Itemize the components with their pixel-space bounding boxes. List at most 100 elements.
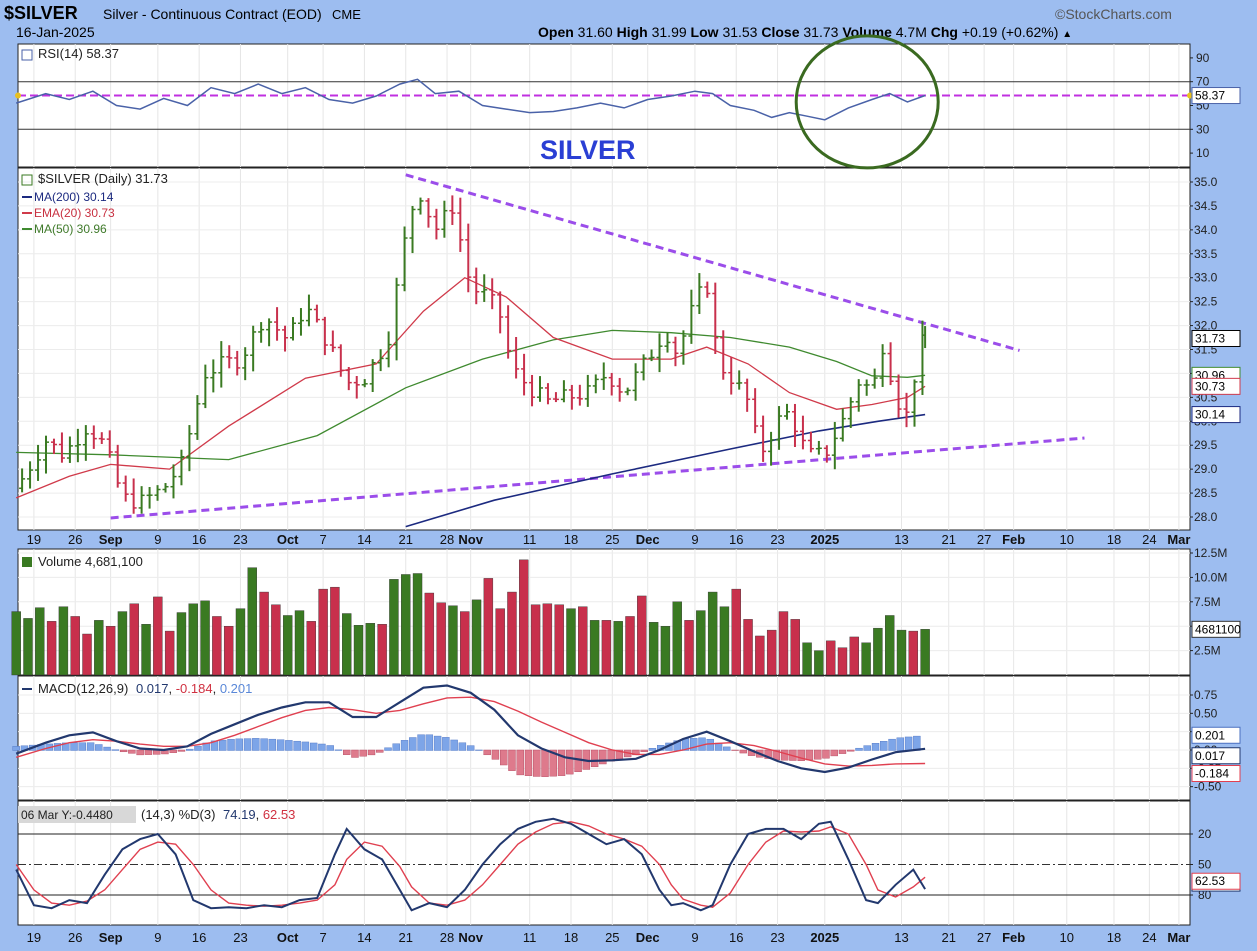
- macd-hist-pos: [219, 739, 227, 751]
- x-tick-label: 2025: [810, 930, 839, 945]
- volume-tag-text: 4681100: [1195, 622, 1241, 636]
- ma50-line: [16, 329, 926, 461]
- volume-bar-up: [401, 574, 411, 676]
- open-label: Open: [538, 24, 574, 40]
- axis-labels: 28.028.529.029.530.030.531.031.532.032.5…: [27, 51, 1228, 945]
- x-tick-label: 19: [27, 532, 41, 547]
- x-tick-label: Oct: [277, 532, 299, 547]
- rsi-line-dot-left: [15, 92, 21, 99]
- x-tick-label: 25: [605, 930, 619, 945]
- volume-bar-down: [483, 578, 494, 676]
- x-tick-label: Dec: [636, 532, 660, 547]
- x-tick-label: Nov: [458, 930, 483, 945]
- macd-hist-pos: [86, 742, 95, 751]
- symbol-label: $SILVER: [4, 3, 78, 23]
- macd-hist-pos: [417, 734, 425, 751]
- macd-line: [15, 684, 926, 774]
- volume-bar-up: [176, 612, 187, 676]
- macd-hist-neg: [780, 749, 789, 761]
- macd-hist-neg: [813, 749, 822, 760]
- macd-hist-pos: [12, 746, 20, 751]
- macd-hist-pos: [70, 742, 78, 751]
- price-tick-label: 28.0: [1194, 510, 1218, 524]
- volume-bar-down: [129, 603, 139, 676]
- volume-bar-up: [117, 611, 128, 676]
- macd-hist-neg: [508, 749, 516, 771]
- macd-hist-neg: [549, 749, 557, 777]
- hist-legend-value: 0.201: [220, 681, 253, 696]
- stoch-d-tag-box: [1191, 872, 1241, 890]
- macd-hist-pos: [392, 743, 400, 751]
- macd-hist-pos: [450, 739, 458, 751]
- volume-bar-down: [271, 604, 281, 676]
- x-tick-label: Sep: [99, 532, 123, 547]
- macd-tick-label: 0.75: [1194, 688, 1218, 702]
- stoch-panel: [17, 800, 1191, 926]
- macd-hist-neg: [128, 749, 136, 754]
- macd-hist-pos: [888, 738, 896, 751]
- ema20-tag-box: [1191, 377, 1241, 395]
- volume-bar-up: [802, 642, 812, 676]
- volume-legend: Volume 4,681,100: [38, 554, 143, 569]
- macd-hist-pos: [111, 749, 120, 751]
- volume-bar-up: [247, 567, 257, 676]
- macd-legend-value: 0.017: [136, 681, 169, 696]
- value-tags: 58.3731.7330.9630.7330.1446811000.2010.0…: [21, 49, 1241, 892]
- macd-panel: [17, 675, 1191, 801]
- volume-bar-down: [105, 626, 116, 676]
- macd-hist-neg: [764, 749, 772, 759]
- macd-hist-neg: [830, 749, 838, 757]
- volume-bar-down: [578, 606, 588, 676]
- macd-hist-pos: [326, 745, 334, 751]
- macd-hist-pos: [442, 737, 450, 751]
- macd-hist-pos: [95, 744, 103, 751]
- x-tick-label: 23: [233, 532, 247, 547]
- macd-hist-pos: [268, 738, 277, 751]
- ema20-line: [15, 276, 926, 499]
- macd-hist-neg: [144, 749, 153, 755]
- volume-bar-up: [412, 573, 423, 676]
- volume-bar-down: [908, 630, 919, 676]
- series-layer: [11, 34, 1193, 912]
- x-tick-label: 10: [1060, 532, 1074, 547]
- open-value: 31.60: [577, 24, 613, 40]
- stoch-tooltip: 06 Mar Y:-0.4480: [21, 808, 113, 822]
- volume-bar-down: [530, 604, 541, 676]
- x-tick-label: 18: [564, 532, 578, 547]
- x-tick-label: 26: [68, 930, 82, 945]
- x-tick-label: 10: [1060, 930, 1074, 945]
- rsi-tag-box: [1191, 87, 1241, 105]
- volume-bar-down: [82, 633, 92, 676]
- macd-hist-neg: [566, 749, 574, 775]
- x-tick-label: 9: [691, 930, 698, 945]
- macd-hist-pos: [433, 735, 442, 751]
- macd-hist-pos: [227, 739, 235, 751]
- high-label: High: [616, 24, 648, 40]
- macd-hist-pos: [309, 742, 318, 751]
- x-tick-label: 13: [894, 532, 908, 547]
- price-tick-label: 29.0: [1194, 462, 1218, 476]
- price-tick-label: 29.5: [1194, 438, 1218, 452]
- rsi-tick-label: 90: [1196, 51, 1210, 65]
- sep3: ,: [256, 807, 263, 822]
- macd-hist-neg: [516, 749, 524, 776]
- macd-hist-pos: [880, 741, 888, 751]
- ma200-tag-box: [1191, 406, 1241, 424]
- macd-legend: MACD(12,26,9) 0.017, -0.184, 0.201: [38, 681, 252, 696]
- macd-hist-neg: [533, 749, 541, 777]
- ma50-legend: MA(50) 30.96: [34, 222, 107, 236]
- volume-bar-down: [743, 619, 753, 676]
- x-tick-label: 11: [523, 930, 537, 945]
- volume-bar-up: [814, 650, 824, 676]
- volume-bar-down: [778, 611, 789, 676]
- close-value: 31.73: [803, 24, 839, 40]
- x-tick-label: 2025: [810, 532, 839, 547]
- price-tick-label: 34.5: [1194, 199, 1218, 213]
- low-label: Low: [690, 24, 719, 40]
- macd-legend-prefix: MACD(12,26,9): [38, 681, 128, 696]
- volume-bar-up: [566, 608, 576, 676]
- macd-hist-neg: [590, 749, 599, 768]
- volume-bar-down: [731, 588, 741, 676]
- x-tick-label: 21: [941, 532, 955, 547]
